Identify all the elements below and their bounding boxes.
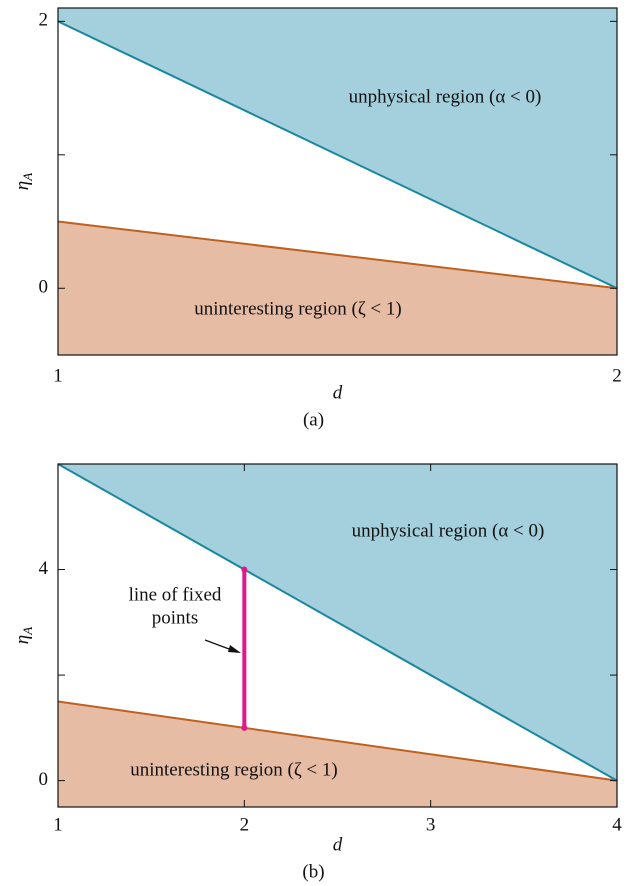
x-tick-label: 2 — [612, 365, 622, 386]
region-label: uninteresting region (ζ < 1) — [194, 298, 401, 319]
y-tick-label: 2 — [39, 10, 49, 31]
region-fill — [58, 701, 617, 807]
boundary-line — [57, 20, 618, 290]
annotation-text: points — [152, 607, 198, 628]
region-fill — [58, 8, 617, 289]
plot-frame — [57, 7, 618, 356]
y-label-symbol: η — [12, 181, 33, 190]
endpoint — [241, 724, 248, 731]
region-label: unphysical region (α < 0) — [352, 520, 545, 541]
x-axis-label: d — [333, 834, 343, 855]
y-label-subscript: A — [20, 173, 35, 182]
arrow-head — [228, 645, 241, 653]
y-label-subscript: A — [20, 627, 35, 636]
x-axis-label: d — [333, 382, 343, 403]
y-axis-label: ηA — [12, 173, 35, 190]
region-label: uninteresting region (ζ < 1) — [130, 759, 337, 780]
x-tick-label: 1 — [53, 365, 63, 386]
y-label-symbol: η — [12, 635, 33, 644]
plot-frame — [57, 463, 618, 808]
y-axis-label: ηA — [12, 627, 35, 644]
y-tick-label: 0 — [39, 277, 49, 298]
region-label: unphysical region (α < 0) — [349, 86, 542, 107]
y-tick-label: 4 — [39, 558, 49, 579]
region-fill — [58, 221, 617, 355]
endpoint — [241, 566, 248, 573]
y-tick-label: 0 — [39, 769, 49, 790]
x-tick-label: 3 — [426, 814, 436, 835]
annotation-text: line of fixed — [129, 584, 222, 605]
x-tick-label: 2 — [240, 814, 250, 835]
boundary-line — [57, 220, 618, 290]
boundary-line — [57, 700, 618, 782]
x-tick-label: 1 — [53, 814, 63, 835]
x-tick-label: 4 — [612, 814, 622, 835]
caption: (b) — [302, 861, 324, 882]
caption: (a) — [303, 409, 324, 430]
boundary-line — [57, 463, 618, 782]
